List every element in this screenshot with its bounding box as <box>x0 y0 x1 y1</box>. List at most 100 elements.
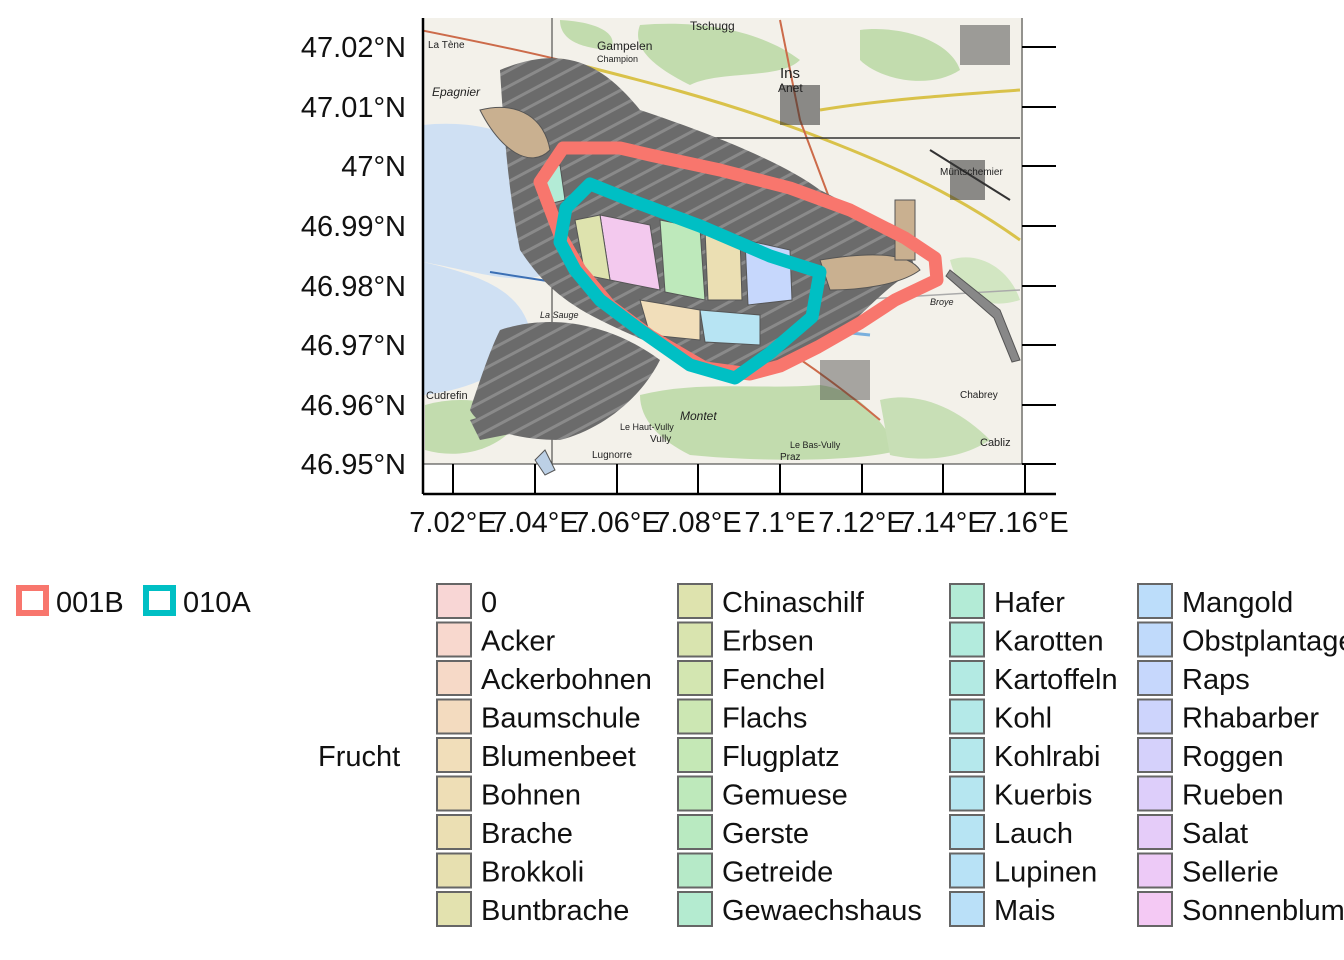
y-ticks: 47.02°N 47.01°N 47°N 46.99°N 46.98°N 46.97°N 4… <box>301 32 1056 481</box>
crop-legend-key <box>436 621 472 658</box>
y-tick-label: 46.96°N <box>301 390 406 422</box>
y-tick-label: 46.95°N <box>301 449 406 481</box>
crop-legend-key <box>949 814 985 850</box>
crop-legend-key <box>677 775 713 812</box>
zone-polygons <box>533 141 944 385</box>
place-label: Cudrefin <box>426 390 468 402</box>
x-tick-label: 7.1°E <box>744 507 815 539</box>
crop-legend-key <box>677 660 713 696</box>
crop-legend-key <box>677 852 713 889</box>
crop-legend-label: Gewaechshaus <box>722 895 922 927</box>
crop-legend-label: Baumschule <box>481 703 641 735</box>
place-label: Lugnorre <box>592 450 632 461</box>
crop-legend-key <box>1137 698 1173 735</box>
crop-legend-key <box>677 583 713 619</box>
crop-legend-key <box>1137 660 1173 696</box>
x-tick-label: 7.02°E <box>409 507 496 539</box>
crop-legend-key <box>1137 891 1173 927</box>
crop-legend-title: Frucht <box>318 741 400 773</box>
crop-legend-label: Gerste <box>722 818 809 850</box>
crop-legend-label: Gemuese <box>722 780 848 812</box>
crop-legend-label: Fenchel <box>722 664 825 696</box>
place-label: Müntschemier <box>940 167 1003 178</box>
forest-areas <box>425 20 1020 460</box>
place-label: Champion <box>597 54 638 64</box>
place-label: Vully <box>650 434 671 445</box>
place-label: La Sauge <box>540 310 579 320</box>
place-label: Anet <box>778 81 803 95</box>
crop-legend-label: Flugplatz <box>722 741 840 773</box>
place-label: Epagnier <box>432 85 481 99</box>
zone-legend-key <box>16 585 49 616</box>
crop-legend-key <box>436 891 472 927</box>
crop-legend-label: Flachs <box>722 703 807 735</box>
crop-legend-key <box>949 698 985 735</box>
crop-legend-key <box>677 814 713 850</box>
place-label: Cabliz <box>980 437 1011 449</box>
crop-legend-label: Kartoffeln <box>994 664 1118 696</box>
place-label: Le Haut-Vully <box>620 422 674 432</box>
place-label: La Tène <box>428 40 465 51</box>
crop-legend-key <box>1137 621 1173 658</box>
crop-legend-label: Ackerbohnen <box>481 664 652 696</box>
crop-legend-key <box>949 737 985 773</box>
x-tick-label: 7.12°E <box>818 507 905 539</box>
place-label: Tschugg <box>690 19 735 33</box>
crop-legend-label: Erbsen <box>722 626 814 658</box>
x-tick-label: 7.14°E <box>899 507 986 539</box>
place-labels: Tschugg Gampelen Champion Ins Anet Münts… <box>426 19 1011 463</box>
crop-legend-label: Chinaschilf <box>722 587 865 619</box>
crop-legend-label: 0 <box>481 587 497 619</box>
crop-legend-label: Karotten <box>994 626 1104 658</box>
crop-legend-label: Raps <box>1182 664 1250 696</box>
crop-legend-key <box>949 852 985 889</box>
crop-legend-label: Roggen <box>1182 741 1284 773</box>
crop-legend-key <box>436 698 472 735</box>
crop-legend-key <box>1137 775 1173 812</box>
crop-legend-label: Bohnen <box>481 780 581 812</box>
crop-legend-label: Brokkoli <box>481 857 584 889</box>
place-label: Chabrey <box>960 390 998 401</box>
crop-legend-key <box>436 660 472 696</box>
y-tick-label: 47°N <box>341 151 406 183</box>
x-tick-label: 7.04°E <box>491 507 578 539</box>
map-panel[interactable]: Tschugg Gampelen Champion Ins Anet Münts… <box>420 18 1023 476</box>
place-label: Broye <box>930 297 954 307</box>
crop-legend-label: Salat <box>1182 818 1248 850</box>
crop-legend-key <box>949 775 985 812</box>
crop-legend-label: Kohlrabi <box>994 741 1100 773</box>
crop-legend-label: Buntbrache <box>481 895 629 927</box>
crop-legend-key <box>677 698 713 735</box>
x-tick-label: 7.16°E <box>981 507 1068 539</box>
y-tick-label: 46.97°N <box>301 330 406 362</box>
crop-legend-label: Mais <box>994 895 1055 927</box>
crop-legend-label: Brache <box>481 818 573 850</box>
crop-legend-label: Rueben <box>1182 780 1284 812</box>
crop-legend-label: Sonnenblumen <box>1182 895 1344 927</box>
crop-legend-label: Kuerbis <box>994 780 1092 812</box>
crop-legend-key <box>949 660 985 696</box>
crop-legend-key <box>677 891 713 927</box>
crop-legend-label: Obstplantage <box>1182 626 1344 658</box>
crop-legend-label: Kohl <box>994 703 1052 735</box>
crop-legend-key <box>1137 814 1173 850</box>
crop-legend-key <box>436 737 472 773</box>
crop-legend-key <box>677 737 713 773</box>
crop-legend-label: Sellerie <box>1182 857 1279 889</box>
zone-legend-label: 010A <box>183 587 251 619</box>
place-label: Ins <box>780 65 800 82</box>
place-label: Gampelen <box>597 39 652 53</box>
zone-legend: 001B 010A <box>16 585 251 619</box>
zone-legend-key <box>143 585 176 616</box>
y-tick-label: 47.01°N <box>301 92 406 124</box>
crop-legend-key <box>436 775 472 812</box>
place-label: Le Bas-Vully <box>790 440 841 450</box>
crop-legend-label: Acker <box>481 626 555 658</box>
crop-legend-key <box>436 583 472 619</box>
x-tick-label: 7.08°E <box>654 507 741 539</box>
y-tick-label: 46.98°N <box>301 271 406 303</box>
place-label: Praz <box>780 452 801 463</box>
crop-legend-key <box>436 852 472 889</box>
y-tick-label: 47.02°N <box>301 32 406 64</box>
